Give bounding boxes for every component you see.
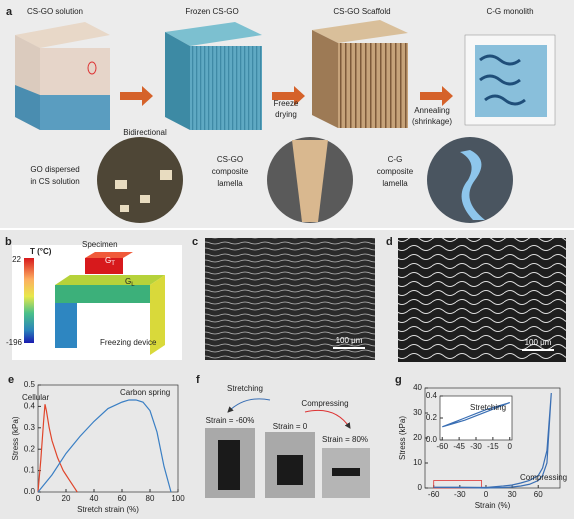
y-tick-label: 0.3 [24, 423, 36, 432]
plot-area [37, 384, 179, 493]
detail-label: composite [377, 167, 414, 176]
arrow [304, 409, 351, 429]
x-tick-label: 0 [484, 490, 489, 499]
lamella [292, 140, 328, 222]
strain-label: Strain = -60% [206, 416, 255, 425]
y-tick-label: 0.0 [426, 435, 438, 444]
series-line [37, 404, 78, 493]
x-tick-label: -30 [454, 490, 466, 499]
plot-area [439, 395, 513, 441]
detail-label: lamella [217, 179, 243, 188]
x-tick-label: -60 [428, 490, 440, 499]
panel-label: f [196, 374, 200, 386]
x-axis-label: Strain (%) [475, 501, 511, 510]
cube-frozen [165, 22, 262, 130]
series-label: Stretching [470, 403, 506, 412]
sem-image [205, 238, 375, 360]
stage-title: CS-GO solution [27, 7, 83, 16]
y-tick-label: 0.2 [426, 413, 438, 422]
detail-label: C-G [388, 155, 403, 164]
y-tick-label: 0.1 [24, 466, 36, 475]
y-tick-label: 0.4 [24, 402, 36, 411]
series-line [433, 392, 552, 489]
action-label: Compressing [301, 399, 348, 408]
go-flakes [115, 170, 172, 212]
stage-title: Frozen CS-GO [185, 7, 238, 16]
y-axis-label: Stress (kPa) [11, 416, 20, 460]
step-label: drying [275, 110, 297, 119]
y-tick-label: 0 [418, 483, 423, 492]
colorbar-title: T (°C) [30, 247, 52, 256]
x-tick-label: 60 [118, 494, 127, 503]
colorbar [24, 258, 34, 343]
series-label: Carbon spring [120, 388, 170, 397]
y-tick-label: 10 [413, 458, 422, 467]
step-label: (shrinkage) [412, 117, 452, 126]
x-tick-label: -15 [487, 442, 499, 451]
cube-scaffold [312, 20, 408, 128]
cube-solution [15, 22, 110, 130]
cube-monolith [464, 34, 556, 126]
x-tick-label: 40 [90, 494, 99, 503]
x-axis-label: Stretch strain (%) [77, 505, 139, 514]
step-label: Bidirectional [123, 128, 167, 137]
specimen-label: Specimen [82, 240, 118, 249]
y-tick-label: 0.5 [24, 380, 36, 389]
series-label: Compressing [520, 473, 567, 482]
y-tick-label: 40 [413, 383, 422, 392]
detail-label: in CS solution [30, 177, 79, 186]
x-tick-label: 20 [62, 494, 71, 503]
series-label: Cellular [22, 393, 49, 402]
colorbar-label: -196 [6, 338, 23, 347]
gradient-label: GT [105, 256, 115, 266]
stage-title: CS-GO Scaffold [333, 7, 390, 16]
device-label: Freezing device [100, 338, 157, 347]
x-tick-label: 0 [36, 494, 41, 503]
action-label: Stretching [227, 384, 263, 393]
sem-image [398, 238, 566, 362]
panel-label: c [192, 236, 198, 248]
step-label: Annealing [414, 106, 450, 115]
sample-photos [205, 428, 370, 498]
gradient-label: GL [125, 277, 135, 287]
arrow [227, 398, 271, 413]
lamella [460, 150, 485, 220]
stage-title: C-G monolith [486, 7, 533, 16]
process-arrows [120, 86, 453, 106]
strain-label: Strain = 80% [322, 435, 368, 444]
y-axis-label: Stress (kPa) [398, 416, 407, 460]
step-label: Freeze [274, 99, 299, 108]
x-tick-label: 0 [508, 442, 513, 451]
series-line [37, 399, 172, 493]
y-tick-label: 0.4 [426, 391, 438, 400]
panel-label: g [395, 374, 402, 386]
detail-label: lamella [382, 179, 408, 188]
x-tick-label: 60 [534, 490, 543, 499]
x-tick-label: 80 [146, 494, 155, 503]
x-tick-label: -60 [436, 442, 448, 451]
y-tick-label: 30 [413, 408, 422, 417]
detail-circle [97, 137, 183, 223]
detail-label: CS-GO [217, 155, 243, 164]
y-tick-label: 20 [413, 433, 422, 442]
series-line [442, 402, 510, 428]
scale-label: 100 μm [525, 338, 552, 347]
x-tick-label: -30 [470, 442, 482, 451]
detail-label: GO dispersed [30, 165, 79, 174]
panel-label: d [386, 236, 393, 248]
panel-label: e [8, 374, 14, 386]
x-tick-label: -45 [453, 442, 465, 451]
x-tick-label: 100 [171, 494, 185, 503]
scale-label: 100 μm [336, 336, 363, 345]
freezing-device [55, 252, 165, 355]
detail-label: composite [212, 167, 249, 176]
panel-label: a [6, 6, 13, 18]
colorbar-label: 22 [12, 255, 21, 264]
x-tick-label: 30 [508, 490, 517, 499]
y-tick-label: 0.0 [24, 487, 36, 496]
panel-label: b [5, 236, 12, 248]
strain-label: Strain = 0 [273, 422, 308, 431]
y-tick-label: 0.2 [24, 444, 36, 453]
